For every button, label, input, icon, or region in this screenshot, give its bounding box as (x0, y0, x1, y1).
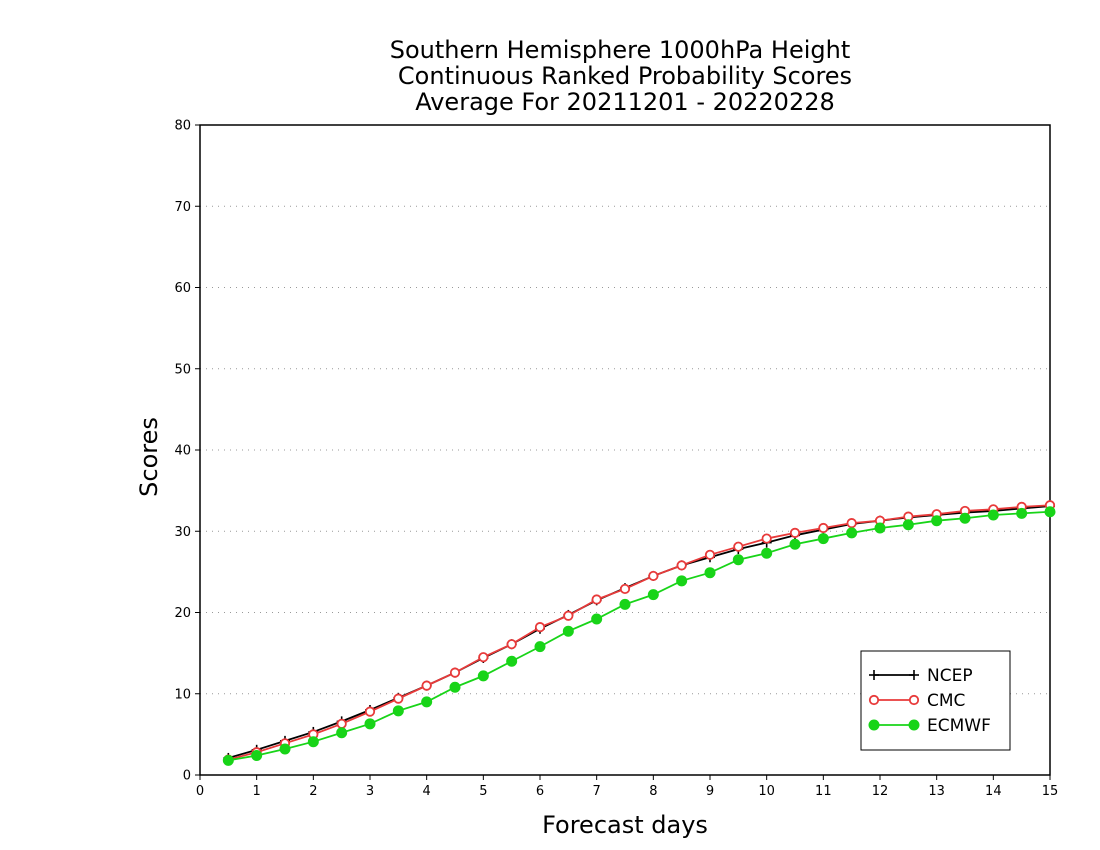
data-point-cmc (563, 610, 574, 621)
y-axis-label: Scores (135, 417, 163, 497)
data-point-ecmwf (336, 727, 348, 739)
data-point-ecmwf (1016, 507, 1028, 519)
data-point-cmc (789, 527, 801, 538)
y-tick-label: 30 (174, 525, 191, 540)
data-point-cmc (478, 652, 489, 663)
x-tick-label: 12 (872, 784, 889, 799)
x-tick-label: 8 (649, 784, 657, 799)
data-point-cmc (676, 560, 687, 571)
data-point-ecmwf (704, 567, 716, 579)
x-axis-label: Forecast days (542, 811, 708, 839)
legend-entry-ecmwf: ECMWF (868, 716, 991, 736)
data-point-cmc (591, 594, 602, 605)
data-point-cmc (648, 570, 659, 582)
legend-marker (908, 694, 920, 706)
data-point-ecmwf (874, 522, 886, 534)
legend-marker (909, 670, 919, 680)
data-point-cmc (336, 718, 347, 729)
series-layer (222, 500, 1056, 766)
data-point-ecmwf (987, 509, 999, 521)
data-point-ecmwf (591, 613, 603, 625)
legend-marker (869, 670, 879, 680)
data-point-ecmwf (676, 575, 688, 587)
data-point-ecmwf (449, 681, 461, 693)
y-tick-label: 0 (183, 769, 191, 784)
data-point-ecmwf (789, 538, 801, 550)
data-point-ecmwf (392, 705, 404, 717)
data-point-cmc (619, 583, 631, 595)
data-point-ecmwf (902, 519, 914, 531)
x-tick-label: 6 (536, 784, 544, 799)
x-tick-label: 11 (815, 784, 832, 799)
chart-title-line-2: Continuous Ranked Probability Scores (398, 62, 852, 90)
legend-entry-cmc: CMC (868, 691, 965, 711)
data-point-cmc (733, 541, 744, 552)
x-tick-label: 3 (366, 784, 374, 799)
data-point-ecmwf (534, 641, 546, 653)
data-point-cmc (846, 518, 857, 529)
legend-label: CMC (927, 691, 965, 711)
data-point-cmc (364, 706, 376, 717)
y-tick-label: 70 (174, 200, 191, 215)
data-point-cmc (534, 622, 546, 633)
data-point-ecmwf (846, 527, 858, 539)
data-point-ecmwf (619, 598, 631, 610)
x-tick-label: 15 (1042, 784, 1059, 799)
data-point-ecmwf (732, 554, 744, 566)
y-tick-label: 40 (174, 444, 191, 459)
data-point-cmc (421, 680, 432, 691)
data-point-ecmwf (279, 743, 291, 755)
x-tick-label: 7 (593, 784, 601, 799)
chart-title-line-3: Average For 20211201 - 20220228 (415, 88, 835, 116)
data-point-ecmwf (931, 515, 943, 527)
chart-title-line-1: Southern Hemisphere 1000hPa Height (390, 36, 850, 64)
data-point-ecmwf (647, 589, 659, 601)
data-point-ecmwf (959, 512, 971, 524)
data-point-cmc (818, 522, 829, 534)
data-point-ecmwf (477, 670, 489, 682)
x-tick-label: 5 (479, 784, 487, 799)
x-tick-label: 4 (423, 784, 431, 799)
x-tick-label: 13 (928, 784, 945, 799)
x-tick-label: 9 (706, 784, 714, 799)
data-point-ecmwf (421, 696, 433, 708)
legend-label: ECMWF (927, 716, 991, 736)
data-point-ecmwf (251, 750, 263, 761)
legend-marker (868, 694, 880, 706)
data-point-ecmwf (307, 736, 319, 748)
data-point-ecmwf (761, 547, 773, 559)
x-tick-label: 1 (253, 784, 261, 799)
y-tick-label: 80 (174, 119, 191, 134)
legend-marker (868, 719, 880, 731)
y-tick-label: 60 (174, 281, 191, 296)
y-tick-label: 50 (174, 362, 191, 377)
data-point-ecmwf (364, 718, 376, 730)
legend-label: NCEP (927, 666, 973, 686)
legend-entry-ncep: NCEP (869, 666, 973, 686)
data-point-ecmwf (817, 533, 829, 545)
x-tick-label: 10 (758, 784, 775, 799)
data-point-cmc (393, 693, 404, 704)
y-tick-label: 10 (174, 687, 191, 702)
x-tick-label: 0 (196, 784, 204, 799)
data-point-ecmwf (562, 625, 574, 637)
y-tick-label: 20 (174, 606, 191, 621)
data-point-ecmwf (506, 655, 518, 667)
data-point-cmc (449, 667, 461, 678)
series-ecmwf (222, 506, 1056, 766)
data-point-cmc (704, 549, 716, 560)
data-point-cmc (761, 533, 772, 544)
data-point-ecmwf (222, 754, 234, 766)
data-point-cmc (506, 639, 517, 650)
x-tick-label: 2 (309, 784, 317, 799)
data-point-ecmwf (1044, 506, 1056, 518)
legend-marker (908, 719, 920, 731)
legend: NCEP CMC ECMWF (860, 650, 1011, 751)
x-tick-label: 14 (985, 784, 1002, 799)
